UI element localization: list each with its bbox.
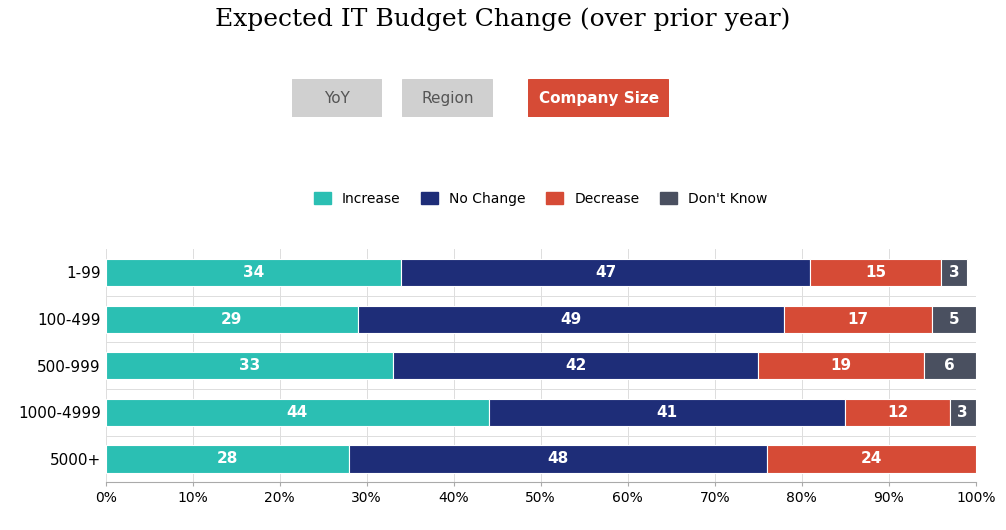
Bar [767, 445, 976, 473]
Legend: Increase, No Change, Decrease, Don't Know: Increase, No Change, Decrease, Don't Kno… [309, 186, 773, 211]
Bar [358, 305, 785, 333]
Bar [106, 445, 349, 473]
Bar [924, 352, 976, 379]
Text: Company Size: Company Size [538, 91, 659, 105]
Bar [845, 399, 950, 426]
Bar [811, 259, 941, 286]
Bar [349, 445, 767, 473]
Text: 3: 3 [949, 265, 960, 280]
Bar [106, 305, 358, 333]
Text: 5: 5 [949, 312, 960, 326]
Bar [785, 305, 933, 333]
Bar [941, 259, 967, 286]
Bar [106, 352, 392, 379]
Text: 29: 29 [221, 312, 242, 326]
Text: 34: 34 [242, 265, 265, 280]
Bar [106, 399, 489, 426]
Text: 47: 47 [596, 265, 617, 280]
Text: 48: 48 [547, 452, 568, 466]
Bar [489, 399, 845, 426]
Text: 19: 19 [830, 358, 851, 373]
Text: YoY: YoY [324, 91, 350, 105]
Text: Expected IT Budget Change (over prior year): Expected IT Budget Change (over prior ye… [215, 8, 791, 31]
FancyBboxPatch shape [398, 79, 497, 117]
Text: 33: 33 [238, 358, 260, 373]
Text: 15: 15 [865, 265, 886, 280]
Text: 12: 12 [887, 405, 908, 420]
Bar [392, 352, 759, 379]
Text: 3: 3 [958, 405, 968, 420]
Text: 24: 24 [861, 452, 882, 466]
Bar [933, 305, 976, 333]
Text: 42: 42 [564, 358, 586, 373]
Text: 49: 49 [560, 312, 581, 326]
Text: 44: 44 [287, 405, 308, 420]
Text: 41: 41 [656, 405, 677, 420]
Text: 17: 17 [848, 312, 869, 326]
Bar [759, 352, 924, 379]
FancyBboxPatch shape [521, 79, 676, 117]
Text: 28: 28 [216, 452, 238, 466]
Bar [401, 259, 811, 286]
Text: 6: 6 [945, 358, 955, 373]
Bar [106, 259, 401, 286]
FancyBboxPatch shape [288, 79, 386, 117]
Text: Region: Region [422, 91, 474, 105]
Bar [950, 399, 976, 426]
